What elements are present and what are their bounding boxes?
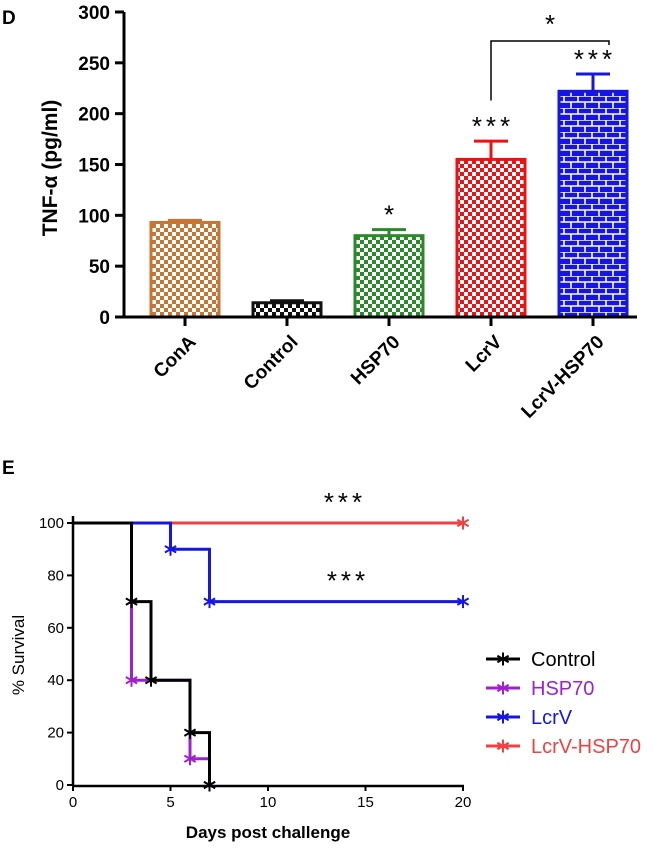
y-tick-label-d: 50 xyxy=(89,257,110,278)
y-tick-label-e: 80 xyxy=(47,567,64,584)
data-point-marker xyxy=(496,681,510,695)
x-tick-label-e: 20 xyxy=(455,794,472,811)
data-point-marker xyxy=(164,542,177,556)
bar-lcrv xyxy=(455,157,527,319)
series-line-hsp70 xyxy=(73,521,211,785)
data-point-marker xyxy=(203,778,216,792)
bar-control xyxy=(251,301,323,319)
y-tick-label-e: 100 xyxy=(39,515,64,532)
legend-label: HSP70 xyxy=(531,678,594,700)
data-point-marker xyxy=(183,726,197,740)
series-line-lcrv xyxy=(73,521,463,604)
y-tick-label-d: 0 xyxy=(99,308,110,329)
data-point-marker xyxy=(144,673,158,687)
significance-mark: * xyxy=(384,200,398,230)
category-label: HSP70 xyxy=(347,332,404,389)
panel-label-d: D xyxy=(2,8,16,29)
y-axis-label-e: % Survival xyxy=(9,615,28,695)
comparison-bracket xyxy=(490,40,610,101)
x-tick-label-e: 10 xyxy=(260,794,277,811)
legend-item: LcrV xyxy=(486,707,573,729)
category-label: LcrV-HSP70 xyxy=(518,332,609,423)
bar-cona xyxy=(149,220,221,319)
legend-item: HSP70 xyxy=(486,678,594,700)
data-point-marker xyxy=(203,595,216,609)
data-point-marker xyxy=(456,516,470,530)
significance-mark-e: *** xyxy=(327,566,369,596)
x-axis-label-e: Days post challenge xyxy=(186,823,350,842)
category-label: ConA xyxy=(150,331,201,382)
legend-label: LcrV-HSP70 xyxy=(531,736,641,758)
comparison-mark: * xyxy=(545,9,559,39)
y-tick-label-d: 200 xyxy=(78,105,110,126)
y-axis-label-d: TNF-α (pg/ml) xyxy=(39,100,62,237)
data-point-marker xyxy=(496,710,510,724)
significance-mark-e: *** xyxy=(324,487,366,517)
y-tick-label-e: 0 xyxy=(56,777,64,794)
y-tick-label-e: 40 xyxy=(47,672,64,689)
x-tick-label-e: 15 xyxy=(357,794,374,811)
legend-item: LcrV-HSP70 xyxy=(486,736,641,758)
y-tick-label-d: 250 xyxy=(78,54,110,75)
y-tick-label-d: 150 xyxy=(78,156,110,177)
y-tick-label-e: 20 xyxy=(47,725,64,742)
y-tick-label-d: 100 xyxy=(78,206,110,227)
data-point-marker xyxy=(496,652,510,666)
significance-mark: *** xyxy=(574,44,616,74)
data-point-marker xyxy=(183,752,197,766)
x-tick-label-e: 0 xyxy=(69,794,77,811)
bar-hsp70 xyxy=(353,234,425,319)
data-point-marker xyxy=(456,595,470,609)
bar-lcrv-hsp70 xyxy=(557,89,629,319)
data-point-marker xyxy=(496,739,510,753)
y-tick-label-d: 300 xyxy=(78,3,110,24)
x-tick-label-e: 5 xyxy=(166,794,174,811)
legend-label: LcrV xyxy=(531,707,573,729)
y-tick-label-e: 60 xyxy=(47,620,64,637)
legend-item: Control xyxy=(486,649,595,671)
significance-mark: *** xyxy=(472,111,514,141)
legend-label: Control xyxy=(531,649,595,671)
category-label: LcrV xyxy=(462,331,507,376)
data-point-marker xyxy=(125,595,138,609)
data-point-marker xyxy=(125,673,138,687)
panel-label-e: E xyxy=(2,458,15,479)
category-label: Control xyxy=(240,332,303,395)
